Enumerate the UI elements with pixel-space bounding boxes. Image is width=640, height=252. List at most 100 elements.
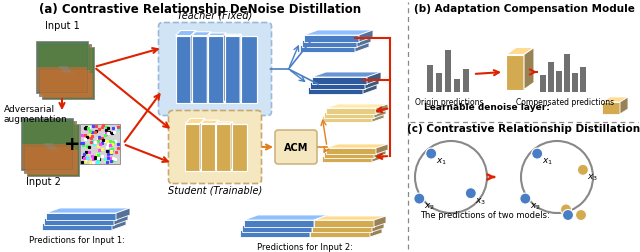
Polygon shape xyxy=(207,33,211,103)
FancyBboxPatch shape xyxy=(445,51,451,93)
FancyBboxPatch shape xyxy=(37,43,87,68)
Polygon shape xyxy=(372,152,384,162)
Polygon shape xyxy=(324,113,374,118)
FancyBboxPatch shape xyxy=(24,121,76,173)
Polygon shape xyxy=(241,36,257,103)
Polygon shape xyxy=(42,218,126,223)
Polygon shape xyxy=(116,208,130,220)
Circle shape xyxy=(465,188,476,199)
Text: Input 2: Input 2 xyxy=(26,176,60,186)
Text: Teacher (Fixed): Teacher (Fixed) xyxy=(177,11,253,20)
FancyBboxPatch shape xyxy=(25,147,75,172)
Text: $x_1$: $x_1$ xyxy=(541,156,553,166)
FancyBboxPatch shape xyxy=(40,71,90,96)
Polygon shape xyxy=(225,36,240,103)
FancyBboxPatch shape xyxy=(40,46,90,71)
FancyBboxPatch shape xyxy=(159,23,271,116)
Polygon shape xyxy=(322,152,384,156)
Text: +: + xyxy=(64,135,80,154)
Polygon shape xyxy=(216,122,233,124)
Circle shape xyxy=(520,193,531,204)
Circle shape xyxy=(561,204,572,215)
Polygon shape xyxy=(302,36,371,41)
Polygon shape xyxy=(324,148,386,152)
Polygon shape xyxy=(225,35,241,36)
Polygon shape xyxy=(312,225,372,232)
FancyBboxPatch shape xyxy=(580,68,586,93)
Polygon shape xyxy=(374,148,386,158)
Polygon shape xyxy=(185,119,205,124)
Polygon shape xyxy=(326,144,388,148)
Circle shape xyxy=(426,148,436,160)
Polygon shape xyxy=(355,41,369,53)
Polygon shape xyxy=(374,109,386,118)
Polygon shape xyxy=(244,220,314,227)
FancyBboxPatch shape xyxy=(28,125,78,150)
Polygon shape xyxy=(308,88,363,94)
Polygon shape xyxy=(240,225,324,230)
Polygon shape xyxy=(208,34,226,36)
Text: $x_3$: $x_3$ xyxy=(588,172,598,183)
FancyBboxPatch shape xyxy=(436,74,442,93)
Polygon shape xyxy=(363,83,377,94)
FancyBboxPatch shape xyxy=(80,124,120,164)
FancyBboxPatch shape xyxy=(27,124,79,176)
Polygon shape xyxy=(310,226,382,230)
FancyBboxPatch shape xyxy=(22,119,72,144)
Polygon shape xyxy=(602,103,620,115)
FancyBboxPatch shape xyxy=(275,131,317,164)
Text: Predictions for Input 1:: Predictions for Input 1: xyxy=(29,235,125,244)
FancyBboxPatch shape xyxy=(22,144,72,169)
Circle shape xyxy=(414,193,425,204)
Polygon shape xyxy=(602,98,628,103)
Polygon shape xyxy=(367,73,381,85)
Polygon shape xyxy=(200,119,205,171)
Polygon shape xyxy=(175,36,191,103)
FancyBboxPatch shape xyxy=(540,76,546,93)
Polygon shape xyxy=(322,156,372,162)
FancyBboxPatch shape xyxy=(39,45,91,97)
FancyBboxPatch shape xyxy=(28,150,78,175)
Polygon shape xyxy=(191,32,196,103)
Polygon shape xyxy=(46,208,130,213)
Text: ACM: ACM xyxy=(284,142,308,152)
Polygon shape xyxy=(312,220,326,232)
FancyBboxPatch shape xyxy=(25,122,75,147)
Polygon shape xyxy=(201,124,216,171)
Polygon shape xyxy=(216,124,231,171)
Text: Origin predictions: Origin predictions xyxy=(415,98,483,107)
Text: $x_1$: $x_1$ xyxy=(436,156,447,166)
FancyBboxPatch shape xyxy=(556,72,562,93)
Polygon shape xyxy=(359,31,373,43)
FancyBboxPatch shape xyxy=(168,111,262,184)
Polygon shape xyxy=(324,152,374,158)
Polygon shape xyxy=(304,31,373,36)
FancyBboxPatch shape xyxy=(37,68,87,93)
Polygon shape xyxy=(208,36,224,103)
Polygon shape xyxy=(304,36,359,43)
Polygon shape xyxy=(112,218,126,230)
Polygon shape xyxy=(308,83,377,88)
Circle shape xyxy=(577,165,588,176)
Polygon shape xyxy=(326,109,376,115)
Polygon shape xyxy=(314,216,386,220)
Polygon shape xyxy=(374,216,386,227)
Polygon shape xyxy=(372,113,384,122)
Polygon shape xyxy=(312,78,367,85)
Polygon shape xyxy=(232,124,246,171)
Polygon shape xyxy=(322,113,384,116)
Polygon shape xyxy=(372,221,384,232)
Polygon shape xyxy=(201,121,219,124)
Text: Predictions for Input 2:: Predictions for Input 2: xyxy=(257,242,353,251)
FancyBboxPatch shape xyxy=(427,66,433,93)
FancyBboxPatch shape xyxy=(21,118,73,170)
Polygon shape xyxy=(326,148,376,154)
FancyBboxPatch shape xyxy=(572,74,578,93)
FancyBboxPatch shape xyxy=(43,49,93,74)
Polygon shape xyxy=(370,226,382,237)
Text: Student (Trainable): Student (Trainable) xyxy=(168,185,262,195)
Text: (a) Contrastive Relationship DeNoise Distillation: (a) Contrastive Relationship DeNoise Dis… xyxy=(39,3,361,16)
Text: $x_2$: $x_2$ xyxy=(530,201,541,211)
FancyBboxPatch shape xyxy=(548,62,554,93)
FancyBboxPatch shape xyxy=(454,79,460,93)
